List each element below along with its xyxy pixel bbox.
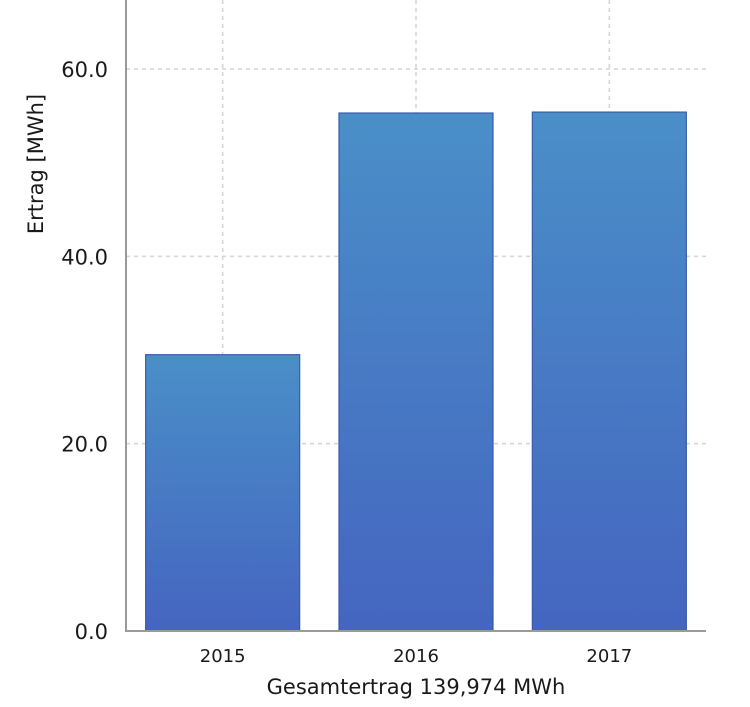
y-tick-label: 40.0	[61, 245, 108, 269]
bar-2015	[145, 354, 301, 632]
bar-2017	[531, 111, 687, 632]
y-tick-label: 20.0	[61, 433, 108, 457]
x-tick-labels: 2015 2016 2017	[200, 646, 632, 667]
y-tick-label: 0.0	[75, 620, 108, 644]
x-tick-label: 2016	[393, 646, 439, 667]
y-axis-title: Ertrag [MWh]	[24, 94, 48, 234]
y-tick-label: 60.0	[61, 58, 108, 82]
bar-2016	[338, 112, 494, 632]
x-tick-label: 2015	[200, 646, 246, 667]
x-tick-label: 2017	[586, 646, 632, 667]
bars	[145, 111, 687, 632]
axes	[125, 0, 706, 632]
x-axis-title: Gesamtertrag 139,974 MWh	[267, 675, 566, 699]
y-tick-labels: 0.0 20.0 40.0 60.0	[61, 58, 108, 644]
